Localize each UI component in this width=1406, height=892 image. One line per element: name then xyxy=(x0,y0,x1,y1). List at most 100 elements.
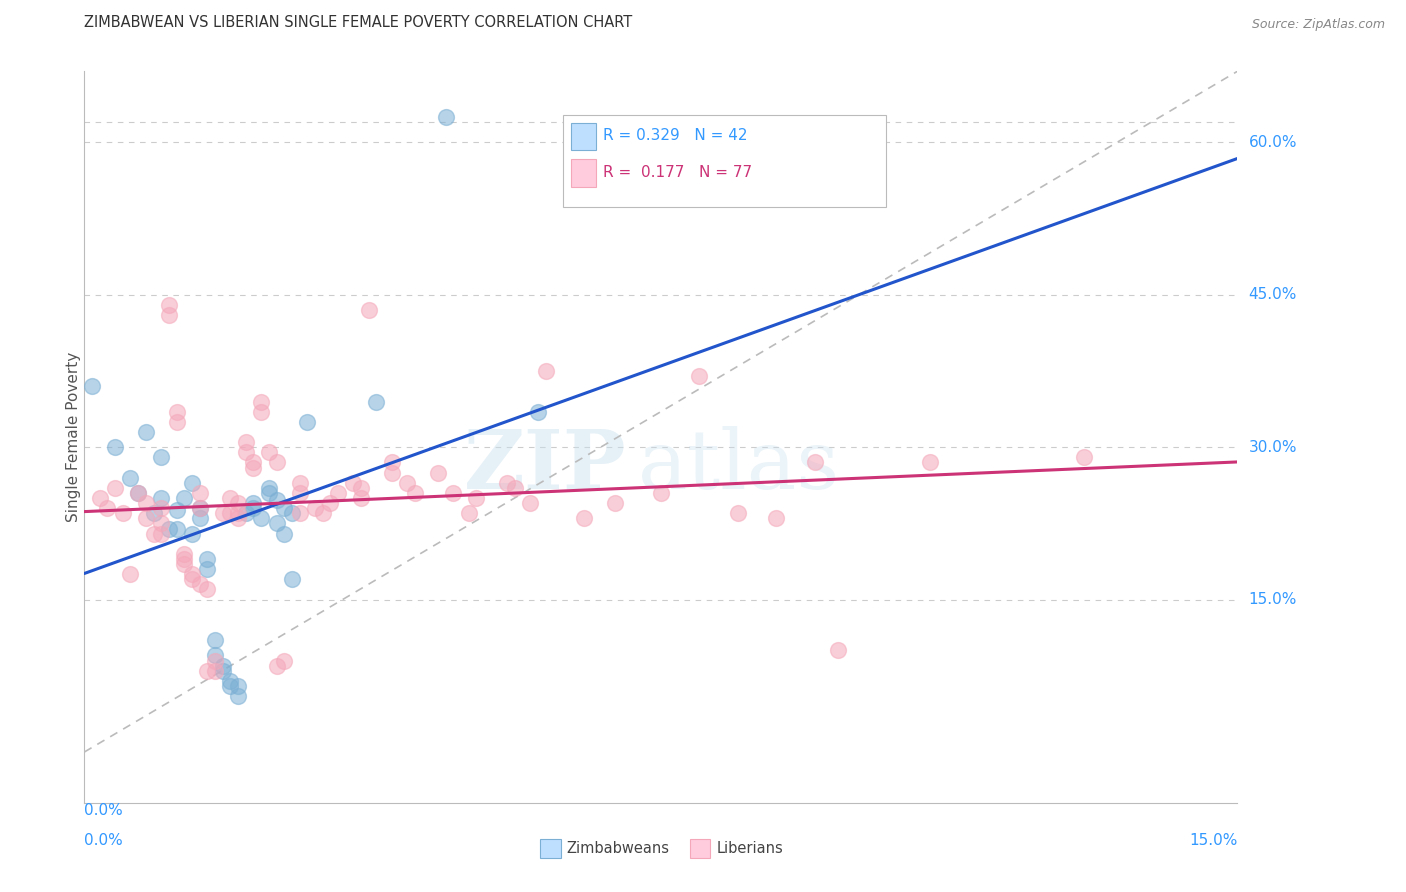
Point xyxy=(157,521,180,535)
Text: 60.0%: 60.0% xyxy=(1249,135,1296,150)
Point xyxy=(166,521,188,535)
Point xyxy=(803,455,825,469)
Text: ZIMBABWEAN VS LIBERIAN SINGLE FEMALE POVERTY CORRELATION CHART: ZIMBABWEAN VS LIBERIAN SINGLE FEMALE POV… xyxy=(84,14,633,29)
Point xyxy=(465,491,488,505)
Point xyxy=(396,475,419,490)
FancyBboxPatch shape xyxy=(690,839,710,858)
Point xyxy=(142,526,165,541)
Point xyxy=(297,415,319,429)
FancyBboxPatch shape xyxy=(571,122,596,151)
Point xyxy=(211,658,233,673)
Point xyxy=(195,664,218,678)
Point xyxy=(219,506,242,520)
Point xyxy=(195,562,218,576)
Point xyxy=(157,308,180,322)
Point xyxy=(80,379,103,393)
Point xyxy=(96,501,118,516)
Text: R = 0.329   N = 42: R = 0.329 N = 42 xyxy=(603,128,748,144)
Point xyxy=(150,491,173,505)
Point xyxy=(235,445,257,459)
Point xyxy=(281,572,304,586)
Point xyxy=(166,415,188,429)
Point xyxy=(250,511,273,525)
Point xyxy=(350,491,373,505)
Point xyxy=(166,503,188,517)
Point xyxy=(326,486,349,500)
Point xyxy=(381,455,404,469)
Point xyxy=(211,664,233,678)
FancyBboxPatch shape xyxy=(562,115,886,207)
Point xyxy=(288,486,311,500)
Point xyxy=(266,455,288,469)
Point xyxy=(204,664,226,678)
Point xyxy=(603,496,626,510)
Point xyxy=(366,394,388,409)
Point xyxy=(157,298,180,312)
Point xyxy=(242,455,264,469)
Point xyxy=(827,643,849,657)
Point xyxy=(195,552,218,566)
Point xyxy=(195,582,218,597)
Point xyxy=(226,496,249,510)
Point xyxy=(1073,450,1095,465)
Point xyxy=(188,501,211,516)
Point xyxy=(181,567,204,582)
Point xyxy=(257,481,280,495)
Point xyxy=(434,110,457,124)
Text: 0.0%: 0.0% xyxy=(84,803,124,818)
Point xyxy=(173,552,195,566)
Point xyxy=(319,496,342,510)
Point xyxy=(226,511,249,525)
Text: 45.0%: 45.0% xyxy=(1249,287,1296,302)
Point xyxy=(519,496,541,510)
Point xyxy=(204,633,226,648)
Point xyxy=(688,369,710,384)
Point xyxy=(650,486,672,500)
Text: Zimbabweans: Zimbabweans xyxy=(567,841,669,856)
Point xyxy=(357,303,380,318)
Point xyxy=(135,496,157,510)
Point xyxy=(250,405,273,419)
Point xyxy=(188,486,211,500)
Point xyxy=(534,364,557,378)
Point xyxy=(266,658,288,673)
Point xyxy=(120,567,142,582)
Point xyxy=(166,405,188,419)
Point xyxy=(918,455,941,469)
Point xyxy=(572,511,595,525)
Point xyxy=(257,445,280,459)
Point xyxy=(173,491,195,505)
Point xyxy=(273,501,295,516)
Point xyxy=(150,516,173,531)
Point xyxy=(111,506,134,520)
Point xyxy=(765,511,787,525)
Point xyxy=(381,466,404,480)
Point xyxy=(242,460,264,475)
Point xyxy=(142,506,165,520)
Point xyxy=(457,506,479,520)
FancyBboxPatch shape xyxy=(540,839,561,858)
Point xyxy=(150,450,173,465)
Point xyxy=(150,501,173,516)
Point xyxy=(527,405,550,419)
Point xyxy=(188,577,211,591)
Point xyxy=(204,648,226,663)
Point xyxy=(250,394,273,409)
Point xyxy=(219,679,242,693)
Point xyxy=(226,506,249,520)
Point xyxy=(273,526,295,541)
Text: 15.0%: 15.0% xyxy=(1249,592,1296,607)
FancyBboxPatch shape xyxy=(571,159,596,187)
Point xyxy=(266,493,288,508)
Point xyxy=(173,547,195,561)
Point xyxy=(266,516,288,531)
Point xyxy=(235,506,257,520)
Point xyxy=(226,679,249,693)
Point xyxy=(211,506,233,520)
Point xyxy=(181,475,204,490)
Point xyxy=(204,654,226,668)
Point xyxy=(350,481,373,495)
Point xyxy=(288,506,311,520)
Point xyxy=(441,486,464,500)
Y-axis label: Single Female Poverty: Single Female Poverty xyxy=(66,352,80,522)
